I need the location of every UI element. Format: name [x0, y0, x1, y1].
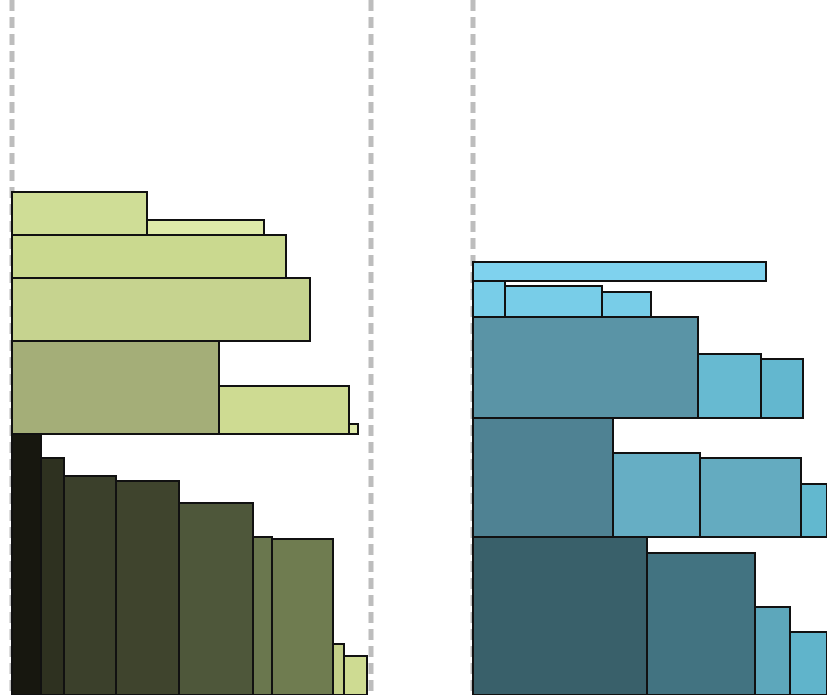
green-bottom-1: [11, 433, 42, 695]
blue-mid-4: [472, 417, 614, 538]
blue-mid-2: [697, 353, 762, 419]
blue-mid-3: [760, 358, 804, 419]
green-mid-2: [218, 385, 350, 435]
green-mid-1: [11, 340, 220, 435]
green-bottom-6: [252, 536, 273, 695]
green-top-2: [146, 219, 265, 236]
blue-row2-1: [472, 280, 506, 318]
green-panel: [11, 191, 368, 695]
green-bottom-3: [63, 475, 117, 695]
blue-bottom-3: [754, 606, 791, 695]
blue-mid-7: [800, 483, 827, 538]
green-bottom-9: [343, 655, 368, 695]
blue-panel: [472, 261, 827, 695]
blue-bottom-2: [646, 552, 756, 695]
blue-bottom-1: [472, 536, 648, 695]
blue-top-1: [472, 261, 767, 282]
green-top-3: [11, 234, 287, 279]
blue-mid-6: [699, 457, 802, 538]
blue-row2-2: [504, 285, 603, 318]
green-bottom-7: [271, 538, 334, 695]
blue-mid-1: [472, 316, 699, 419]
green-bottom-2: [40, 457, 65, 695]
green-bottom-5: [178, 502, 254, 695]
green-top-4: [11, 277, 311, 342]
green-mid-3: [348, 423, 359, 435]
green-bottom-4: [115, 480, 180, 695]
green-top-1: [11, 191, 148, 236]
blue-mid-5: [612, 452, 701, 538]
green-bottom-8: [332, 643, 345, 695]
blue-row2-3: [601, 291, 652, 318]
blue-bottom-4: [789, 631, 827, 695]
